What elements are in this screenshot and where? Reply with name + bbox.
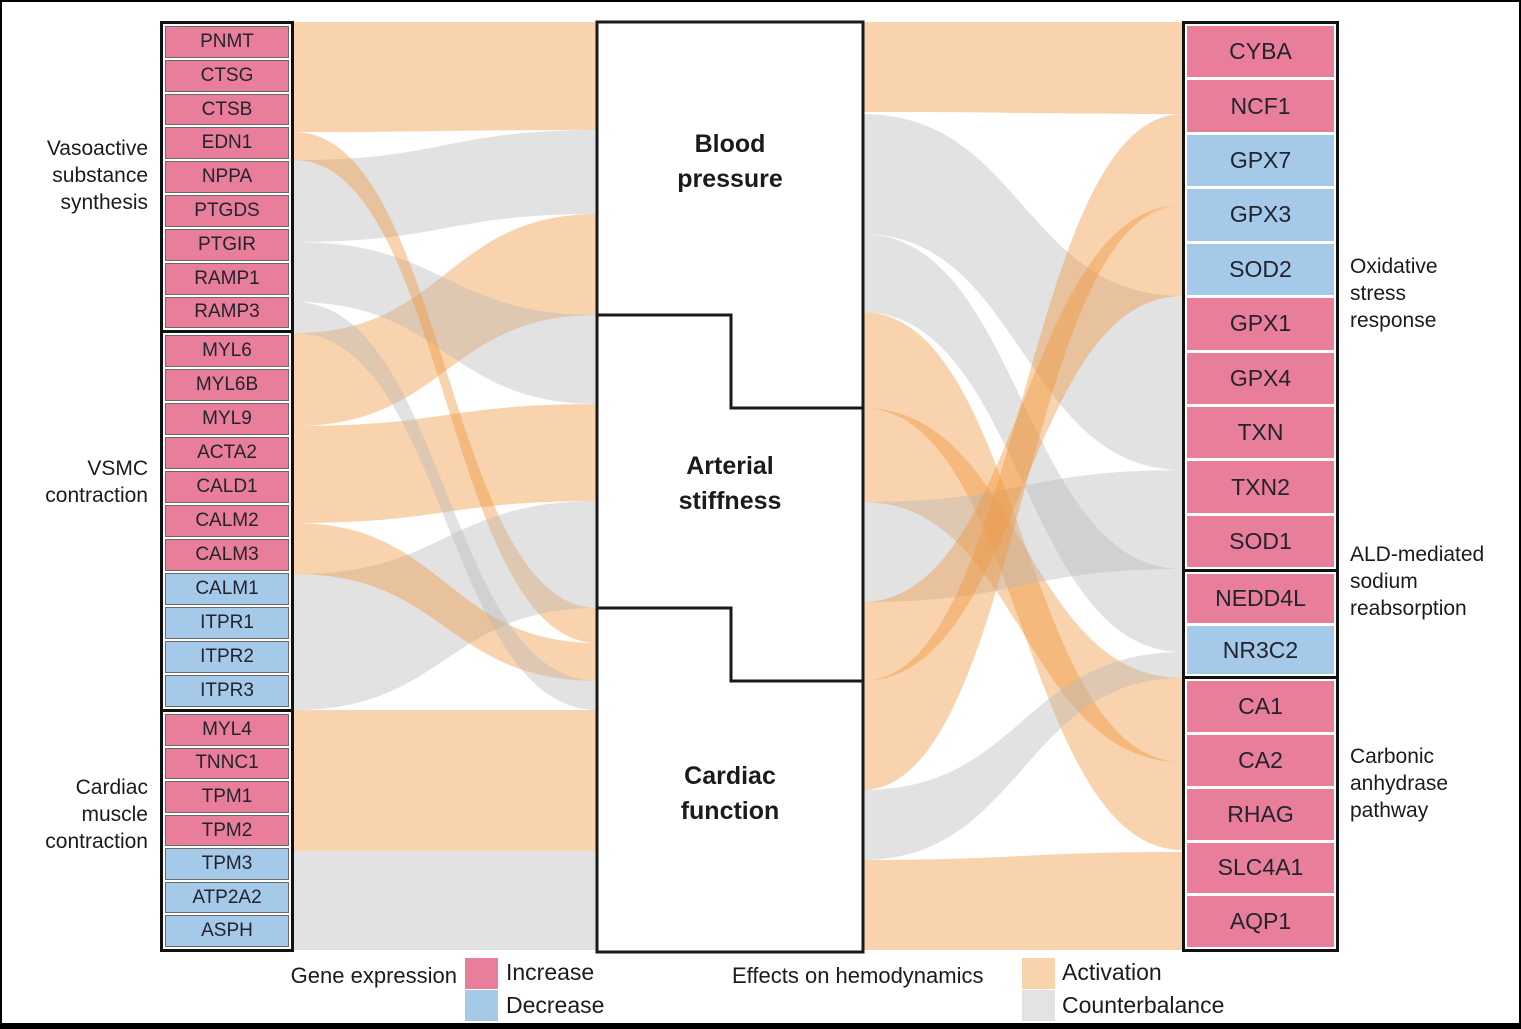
flow-ribbon-activation	[294, 214, 598, 426]
gene-cell-ptgds: PTGDS	[165, 195, 289, 227]
gene-cell-gpx1: GPX1	[1187, 298, 1334, 350]
group-label-oxidative-stress-response: Oxidative stress response	[1350, 255, 1438, 332]
group-label-vasoactive-substance-synthesis: Vasoactive substance synthesis	[46, 137, 148, 214]
gene-group: NEDD4L NR3C2	[1182, 569, 1339, 680]
legend-label-increase: Increase	[506, 959, 595, 985]
gene-cell-pnmt: PNMT	[165, 26, 289, 58]
activation-swatch	[1022, 958, 1055, 989]
right-gene-column: CYBA NCF1 GPX7 GPX3 SOD2 GPX1 GPX4 TXN TXN2 SOD1 N…	[1182, 2, 1339, 1023]
gene-cell-myl6b: MYL6B	[165, 369, 289, 402]
flow-ribbon-activation	[294, 404, 598, 523]
gene-cell-rhag: RHAG	[1187, 788, 1334, 840]
gene-group: CA1 CA2 RHAG SLC4A1 AQP1	[1182, 676, 1339, 952]
flow-ribbon-activation	[862, 114, 1183, 790]
gene-cell-itpr1: ITPR1	[165, 607, 289, 640]
gene-cell-myl9: MYL9	[165, 403, 289, 436]
gene-cell-gpx7: GPX7	[1187, 134, 1334, 187]
flow-ribbon-counterbalance	[862, 470, 1183, 602]
gene-cell-nr3c2: NR3C2	[1187, 625, 1334, 675]
gene-cell-nppa: NPPA	[165, 161, 289, 194]
legend-label-decrease: Decrease	[506, 992, 605, 1018]
gene-cell-gpx4: GPX4	[1187, 352, 1334, 404]
flow-ribbon-activation	[862, 205, 1183, 681]
gene-cell-edn1: EDN1	[165, 127, 289, 160]
gene-cell-tpm1: TPM1	[165, 781, 289, 813]
flow-ribbon-counterbalance	[294, 130, 598, 242]
left-gene-column: PNMT CTSG CTSB EDN1 NPPA PTGDS PTGIR RAMP1 RAMP3…	[160, 2, 294, 1023]
group-label-ald-mediated-sodium-reabsorption: ALD-mediated sodium reabsorption	[1350, 543, 1485, 620]
flow-ribbon-counterbalance	[862, 114, 1183, 470]
gene-group: CYBA NCF1 GPX7 GPX3 SOD2 GPX1 GPX4 TXN TXN2 SOD1	[1182, 21, 1339, 573]
gene-cell-ramp1: RAMP1	[165, 262, 289, 295]
legend-title-hemodynamics: Effects on hemodynamics	[732, 963, 984, 988]
gene-cell-ctsg: CTSG	[165, 59, 289, 92]
group-label-cardiac-muscle-contraction: Cardiac muscle contraction	[45, 776, 148, 853]
gene-group: MYL6 MYL6B MYL9 ACTA2 CALD1 CALM2 CALM3 CALM1 IT…	[160, 330, 294, 713]
gene-cell-ca1: CA1	[1187, 681, 1334, 733]
gene-cell-ncf1: NCF1	[1187, 80, 1334, 132]
gene-cell-tpm2: TPM2	[165, 814, 289, 847]
flow-ribbon-activation	[294, 710, 598, 851]
flow-ribbon-counterbalance	[862, 234, 1183, 652]
gene-cell-myl4: MYL4	[165, 714, 289, 746]
group-label-carbonic-anhydrase-pathway: Carbonic anhydrase pathway	[1350, 745, 1449, 822]
flow-ribbon-activation	[862, 408, 1183, 762]
gene-cell-gpx3: GPX3	[1187, 189, 1334, 241]
gene-cell-aqp1: AQP1	[1187, 896, 1334, 947]
flow-ribbon-activation	[294, 523, 598, 681]
gene-cell-ctsb: CTSB	[165, 93, 289, 126]
increase-swatch	[465, 958, 498, 989]
legend-title-gene-expression: Gene expression	[290, 963, 457, 988]
gene-cell-tnnc1: TNNC1	[165, 747, 289, 780]
decrease-swatch	[465, 990, 498, 1021]
gene-cell-txn: TXN	[1187, 406, 1334, 459]
flow-ribbon-counterbalance	[294, 242, 598, 404]
flow-ribbon-activation	[862, 852, 1183, 950]
flow-ribbon-counterbalance	[862, 652, 1183, 860]
gene-cell-itpr2: ITPR2	[165, 641, 289, 674]
gene-cell-slc4a1: SLC4A1	[1187, 842, 1334, 894]
node-label-arterial-stiffness: Arterial stiffness	[678, 452, 782, 515]
flow-ribbon-counterbalance	[294, 501, 598, 643]
legend-label-activation: Activation	[1062, 959, 1162, 985]
gene-cell-calm3: CALM3	[165, 539, 289, 572]
flow-ribbon-activation	[862, 312, 1183, 850]
legend-label-counterbalance: Counterbalance	[1062, 992, 1225, 1018]
gene-cell-itpr3: ITPR3	[165, 675, 289, 707]
counterbalance-swatch	[1022, 990, 1055, 1021]
flow-ribbon-activation	[294, 132, 598, 643]
gene-cell-nedd4l: NEDD4L	[1187, 574, 1334, 623]
gene-cell-cald1: CALD1	[165, 471, 289, 504]
node-label-cardiac-function: Cardiac function	[680, 762, 780, 825]
gene-cell-ramp3: RAMP3	[165, 296, 289, 329]
gene-cell-myl6: MYL6	[165, 335, 289, 368]
gene-cell-cyba: CYBA	[1187, 26, 1334, 78]
flow-ribbon-activation	[294, 22, 598, 132]
node-label-blood-pressure: Blood pressure	[677, 130, 783, 193]
gene-cell-ca2: CA2	[1187, 735, 1334, 786]
node-cardiac-function	[595, 606, 865, 954]
gene-cell-atp2a2: ATP2A2	[165, 881, 289, 914]
gene-cell-asph: ASPH	[165, 915, 289, 947]
gene-cell-calm1: CALM1	[165, 573, 289, 606]
gene-cell-sod2: SOD2	[1187, 243, 1334, 296]
gene-cell-sod1: SOD1	[1187, 515, 1334, 568]
group-label-vsmc-contraction: VSMC contraction	[45, 457, 148, 507]
gene-cell-txn2: TXN2	[1187, 461, 1334, 513]
flow-ribbon-activation	[862, 22, 1183, 114]
gene-cell-acta2: ACTA2	[165, 437, 289, 470]
gene-group: MYL4 TNNC1 TPM1 TPM2 TPM3 ATP2A2 ASPH	[160, 709, 294, 952]
gene-cell-calm2: CALM2	[165, 505, 289, 538]
flow-ribbon-counterbalance	[294, 302, 598, 710]
flow-ribbon-counterbalance	[294, 576, 598, 710]
gene-cell-ptgir: PTGIR	[165, 228, 289, 261]
gene-group: PNMT CTSG CTSB EDN1 NPPA PTGDS PTGIR RAMP1 RAMP3	[160, 21, 294, 334]
flow-ribbon-counterbalance	[294, 851, 598, 950]
gene-cell-tpm3: TPM3	[165, 848, 289, 880]
